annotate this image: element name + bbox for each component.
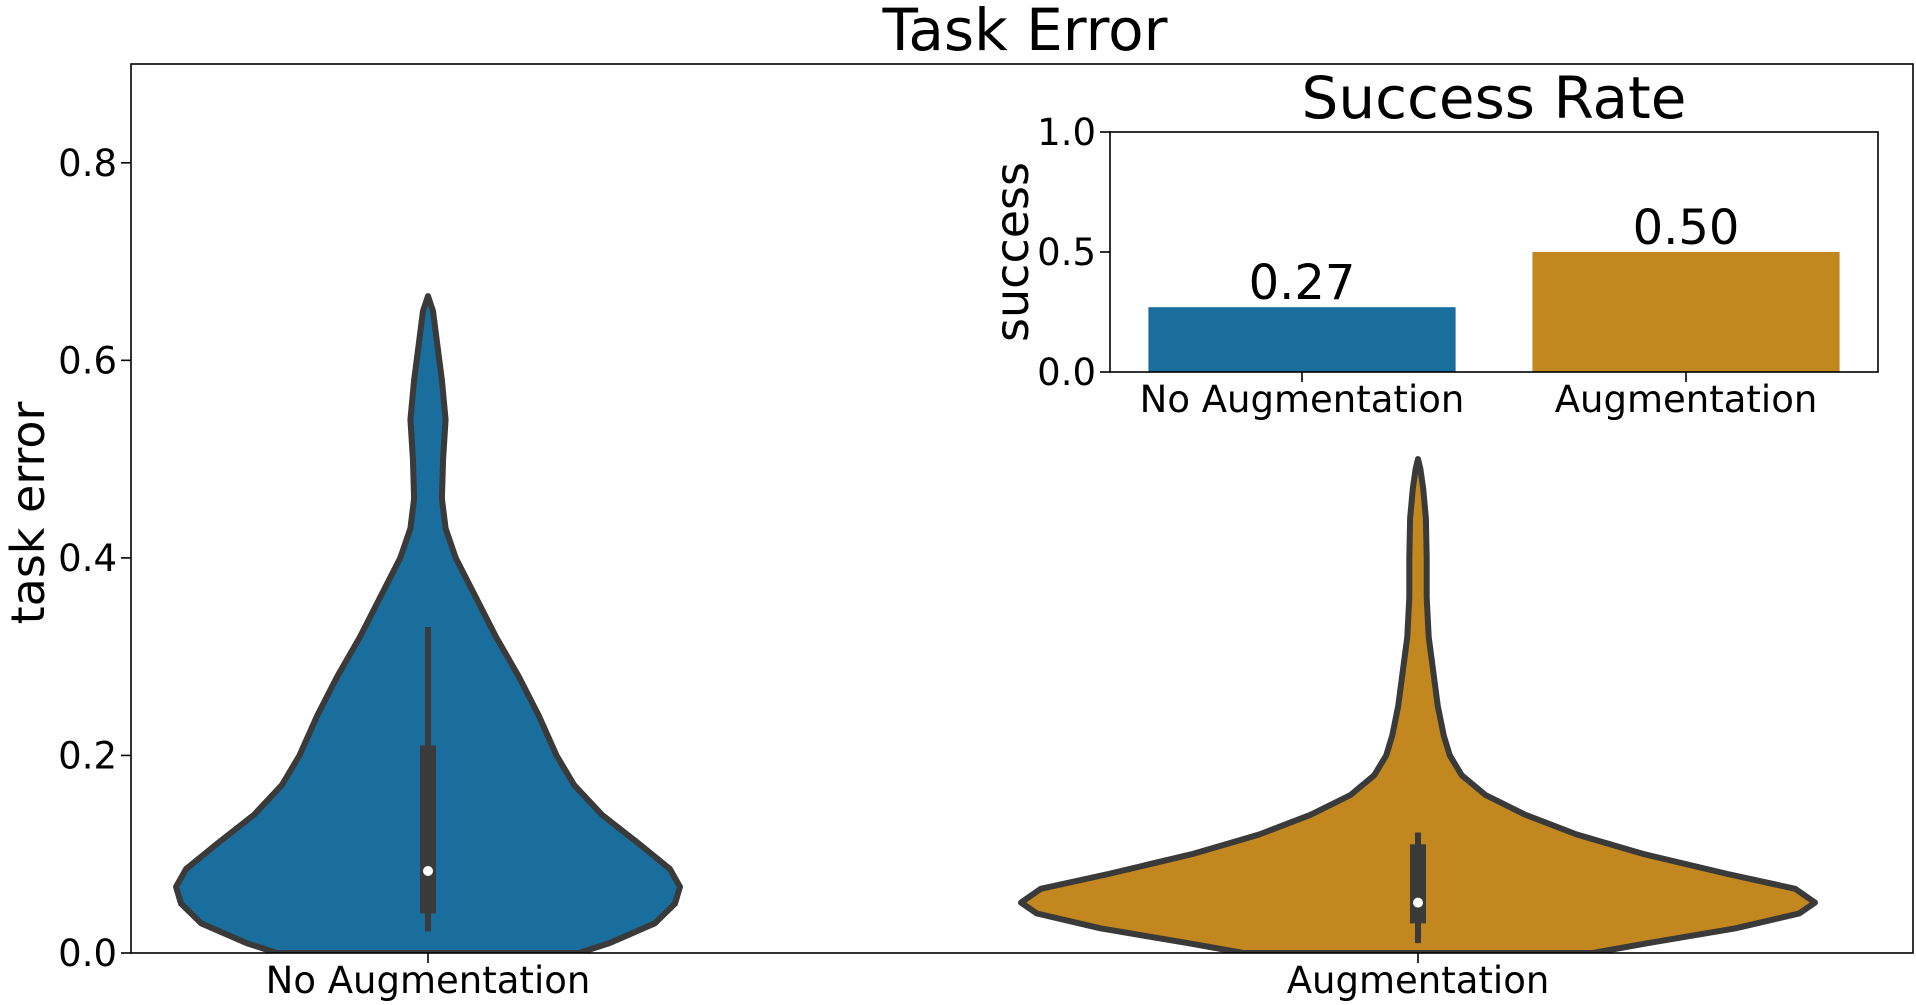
bar-value-label: 0.27 <box>1249 255 1356 311</box>
main-y-tick-label: 0.8 <box>58 142 117 185</box>
median-dot-augmentation <box>1413 897 1423 908</box>
iqr-box-augmentation <box>1410 844 1426 924</box>
bar-augmentation <box>1532 252 1840 372</box>
main-chart-title: Task Error <box>882 0 1168 64</box>
main-x-ticks: No Augmentation Augmentation <box>266 953 1550 1002</box>
main-y-tick-label: 0.6 <box>58 339 117 382</box>
main-y-axis-label: task error <box>1 402 55 625</box>
inset-y-axis-label: success <box>985 162 1039 342</box>
inset-plot-frame <box>1109 131 1879 373</box>
bar-value-label: 0.50 <box>1633 200 1740 256</box>
inset-x-ticks: No Augmentation Augmentation <box>1140 372 1818 421</box>
inset-y-tick-label: 0.0 <box>1037 351 1096 394</box>
main-x-tick-label: No Augmentation <box>266 959 591 1002</box>
violin-no-augmentation <box>173 293 683 953</box>
violin-augmentation <box>1018 456 1818 953</box>
iqr-box-no-augmentation <box>420 745 436 914</box>
inset-x-tick-label: No Augmentation <box>1140 378 1465 421</box>
inset-y-ticks: 0.0 0.5 1.0 <box>1037 111 1110 394</box>
inset-x-tick-label: Augmentation <box>1555 378 1818 421</box>
main-y-ticks: 0.0 0.2 0.4 0.6 0.8 <box>58 142 131 975</box>
median-dot-no-augmentation <box>423 866 433 877</box>
main-violins <box>173 293 1818 953</box>
inset-chart: Success Rate success 0.270.50 0.00.51.0 … <box>985 64 1879 421</box>
main-x-tick-label: Augmentation <box>1287 959 1550 1002</box>
bar-no-augmentation <box>1148 307 1456 372</box>
main-y-tick-label: 0.2 <box>58 734 117 777</box>
inset-bars: 0.27 0.50 <box>1148 200 1840 372</box>
inset-y-tick-label: 0.5 <box>1037 231 1096 274</box>
inset-y-tick-label: 1.0 <box>1037 111 1096 154</box>
main-y-tick-label: 0.0 <box>58 932 117 975</box>
inset-chart-title: Success Rate <box>1302 64 1687 132</box>
main-plot-frame <box>130 63 1914 954</box>
main-y-tick-label: 0.4 <box>58 537 117 580</box>
